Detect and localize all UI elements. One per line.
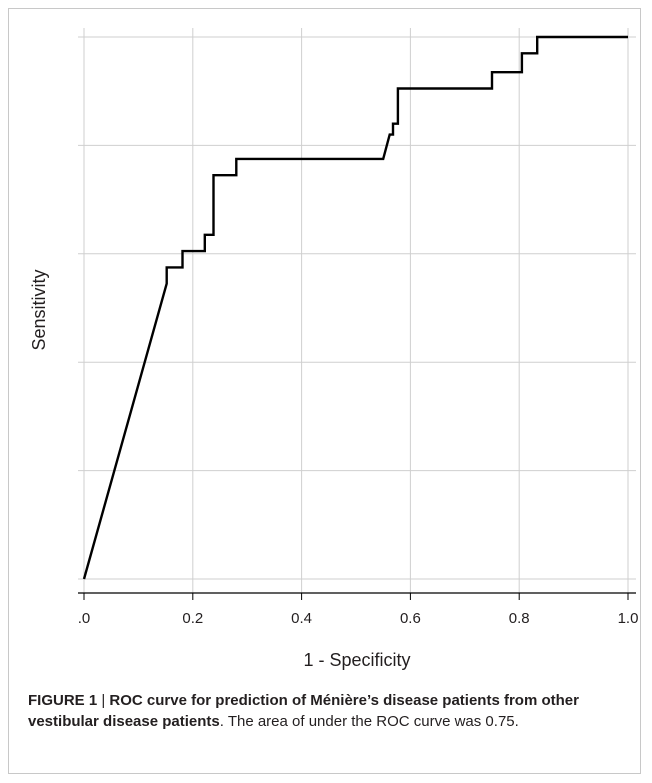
caption-text: . The area of under the ROC curve was 0.… bbox=[219, 713, 519, 730]
x-tick-label: 0.8 bbox=[509, 610, 530, 627]
figure-caption: FIGURE 1 | ROC curve for prediction of M… bbox=[28, 690, 628, 732]
series-group bbox=[82, 35, 628, 580]
x-tick-label: 0.2 bbox=[182, 610, 203, 627]
caption-bold-text: ROC curve for prediction of Ménière’s di… bbox=[28, 692, 579, 730]
caption-separator: | bbox=[97, 692, 110, 709]
x-tick-labels: .0 0.2 0.4 0.6 0.8 1.0 bbox=[78, 593, 639, 627]
grid-lines bbox=[78, 28, 636, 593]
figure-frame bbox=[8, 8, 641, 774]
roc-curve bbox=[82, 35, 628, 580]
x-tick-label: 0.4 bbox=[291, 610, 312, 627]
figure-label: FIGURE 1 bbox=[28, 692, 98, 709]
x-tick-label: 0.6 bbox=[400, 610, 421, 627]
y-axis-label: Sensitivity bbox=[29, 269, 49, 350]
x-tick-label: .0 bbox=[78, 610, 91, 627]
x-tick-label: 1.0 bbox=[618, 610, 639, 627]
x-axis-label: 1 - Specificity bbox=[303, 650, 410, 670]
